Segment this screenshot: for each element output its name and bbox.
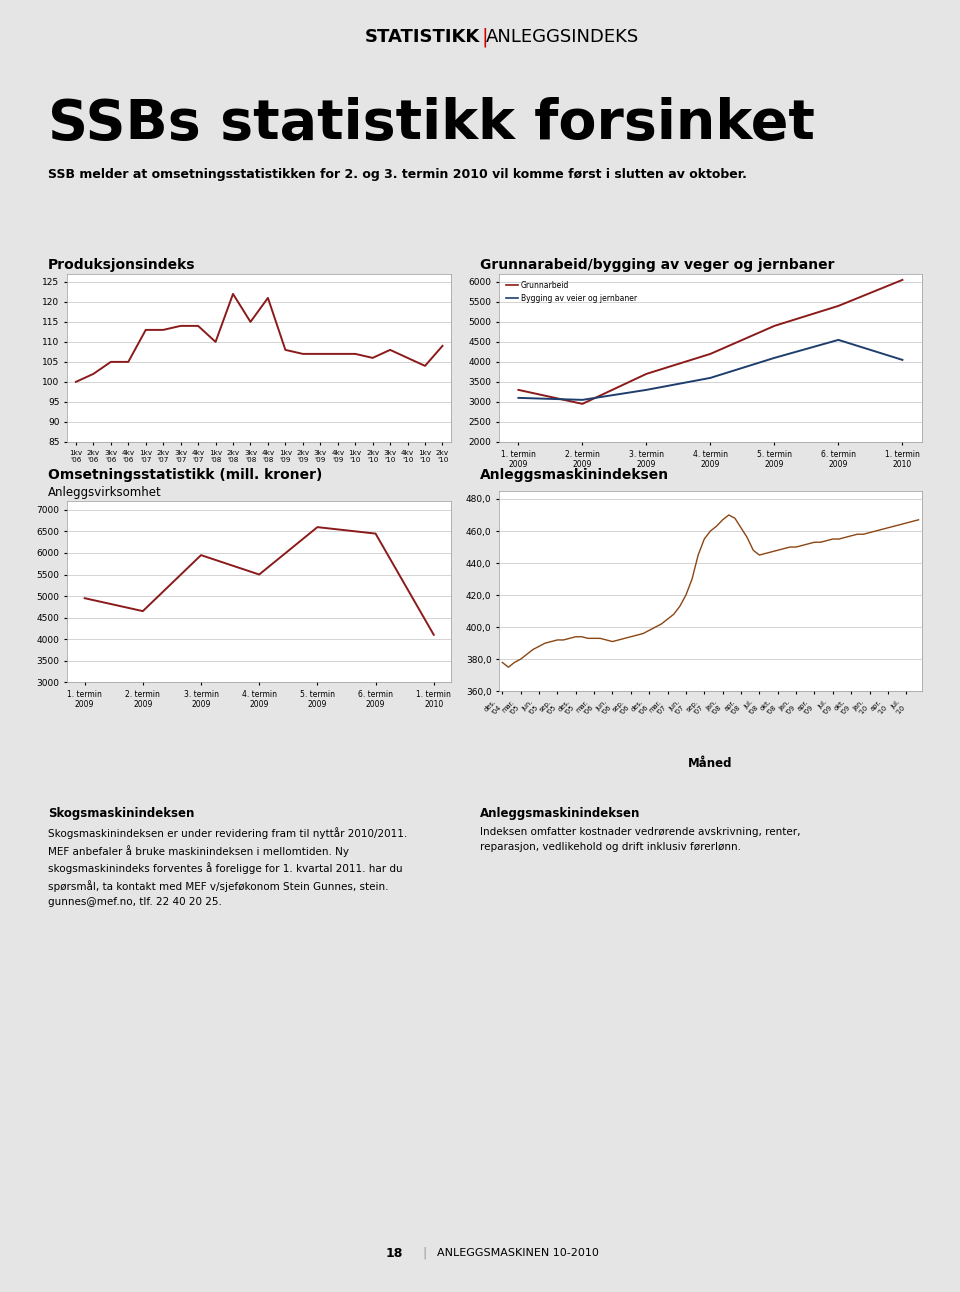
Text: Skogsmaskinindeksen er under revidering fram til nyttår 2010/2011.
MEF anbefaler: Skogsmaskinindeksen er under revidering … [48, 827, 407, 907]
Grunnarbeid [832, 298, 844, 314]
Line: Bygging av veier og jernbaner: Bygging av veier og jernbaner [518, 340, 902, 399]
Text: Grunnarabeid/bygging av veger og jernbaner: Grunnarabeid/bygging av veger og jernban… [480, 258, 834, 273]
Text: |: | [422, 1247, 426, 1260]
Text: Anleggsvirksomhet: Anleggsvirksomhet [48, 486, 161, 499]
Bygging av veier og jernbaner [705, 370, 716, 385]
Text: Anleggsmaskinindeksen: Anleggsmaskinindeksen [480, 808, 640, 820]
Text: Anleggsmaskinindeksen: Anleggsmaskinindeksen [480, 468, 669, 482]
Text: SSBs statistikk forsinket: SSBs statistikk forsinket [48, 97, 815, 151]
Bygging av veier og jernbaner [832, 332, 844, 348]
Text: STATISTIKK: STATISTIKK [365, 28, 480, 47]
X-axis label: Måned: Måned [688, 757, 732, 770]
Bygging av veier og jernbaner [640, 382, 652, 398]
Text: Produksjonsindeks: Produksjonsindeks [48, 258, 196, 273]
Legend: Grunnarbeid, Bygging av veier og jernbaner: Grunnarbeid, Bygging av veier og jernban… [503, 278, 639, 306]
Text: 18: 18 [386, 1247, 403, 1260]
Text: Omsetningsstatistikk (mill. kroner): Omsetningsstatistikk (mill. kroner) [48, 468, 323, 482]
Line: Grunnarbeid: Grunnarbeid [518, 280, 902, 404]
Text: ANLEGGSMASKINEN 10-2010: ANLEGGSMASKINEN 10-2010 [437, 1248, 599, 1258]
Grunnarbeid [577, 397, 588, 412]
Grunnarbeid [640, 366, 652, 381]
Bygging av veier og jernbaner [897, 353, 908, 368]
Grunnarbeid [769, 318, 780, 333]
Text: SSB melder at omsetningsstatistikken for 2. og 3. termin 2010 vil komme først i : SSB melder at omsetningsstatistikken for… [48, 168, 747, 181]
Bygging av veier og jernbaner [769, 350, 780, 366]
Grunnarbeid [513, 382, 524, 398]
Bygging av veier og jernbaner [513, 390, 524, 406]
Text: |: | [482, 27, 489, 48]
Grunnarbeid [897, 273, 908, 288]
Bygging av veier og jernbaner [577, 391, 588, 407]
Text: Indeksen omfatter kostnader vedrørende avskrivning, renter,
reparasjon, vedlikeh: Indeksen omfatter kostnader vedrørende a… [480, 827, 801, 851]
Text: ANLEGGSINDEKS: ANLEGGSINDEKS [486, 28, 639, 47]
Text: Skogsmaskinindeksen: Skogsmaskinindeksen [48, 808, 194, 820]
Grunnarbeid [705, 346, 716, 362]
